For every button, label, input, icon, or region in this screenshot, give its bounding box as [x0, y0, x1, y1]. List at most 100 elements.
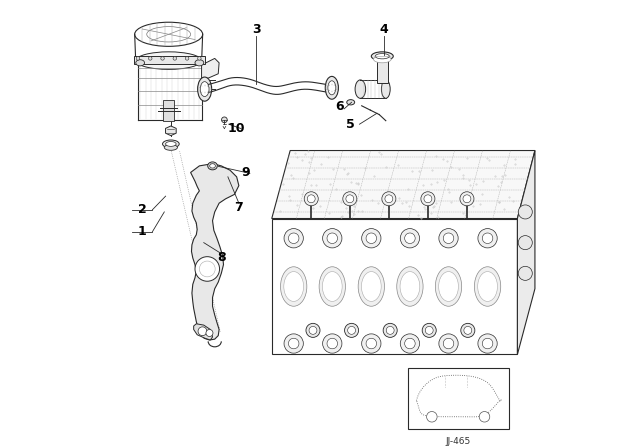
Circle shape — [284, 228, 303, 248]
Ellipse shape — [134, 22, 203, 46]
Circle shape — [284, 334, 303, 353]
Circle shape — [348, 327, 356, 334]
Polygon shape — [272, 151, 535, 219]
Circle shape — [403, 336, 417, 350]
Ellipse shape — [400, 271, 420, 302]
Bar — [360, 80, 387, 98]
Circle shape — [195, 257, 220, 281]
Circle shape — [421, 192, 435, 206]
Circle shape — [518, 236, 532, 250]
Circle shape — [445, 340, 452, 348]
Circle shape — [328, 234, 336, 242]
Ellipse shape — [136, 52, 202, 69]
Circle shape — [325, 231, 339, 245]
Circle shape — [136, 56, 140, 60]
Circle shape — [463, 195, 471, 203]
Text: 10: 10 — [228, 122, 245, 135]
Circle shape — [444, 233, 454, 244]
Ellipse shape — [280, 267, 307, 306]
Circle shape — [206, 329, 213, 336]
Circle shape — [367, 340, 375, 348]
Circle shape — [464, 327, 472, 334]
Ellipse shape — [464, 197, 470, 201]
Circle shape — [367, 234, 375, 242]
Text: 3: 3 — [252, 23, 260, 36]
Polygon shape — [191, 164, 239, 340]
Circle shape — [422, 323, 436, 337]
Circle shape — [198, 327, 207, 336]
Circle shape — [362, 228, 381, 248]
Text: 5: 5 — [346, 118, 355, 131]
Circle shape — [289, 233, 299, 244]
Text: 4: 4 — [380, 23, 388, 36]
Ellipse shape — [308, 197, 314, 201]
Ellipse shape — [221, 117, 227, 123]
Ellipse shape — [397, 267, 423, 306]
Circle shape — [309, 327, 317, 334]
Ellipse shape — [375, 54, 389, 59]
Ellipse shape — [355, 80, 365, 98]
Ellipse shape — [319, 267, 346, 306]
Ellipse shape — [474, 267, 500, 306]
Ellipse shape — [136, 60, 145, 66]
Bar — [377, 58, 388, 82]
Ellipse shape — [358, 267, 385, 306]
Circle shape — [198, 56, 201, 60]
Circle shape — [287, 336, 301, 350]
Bar — [138, 60, 202, 120]
Polygon shape — [272, 219, 517, 354]
Circle shape — [442, 336, 456, 350]
Text: JJ-465: JJ-465 — [445, 437, 471, 446]
Ellipse shape — [435, 267, 461, 306]
Circle shape — [427, 412, 437, 422]
Ellipse shape — [200, 82, 209, 97]
Ellipse shape — [328, 81, 336, 95]
Circle shape — [400, 228, 420, 248]
Circle shape — [424, 195, 432, 203]
Circle shape — [364, 336, 378, 350]
Bar — [408, 368, 509, 429]
Ellipse shape — [477, 271, 497, 302]
Circle shape — [344, 323, 358, 337]
Ellipse shape — [208, 162, 218, 170]
Ellipse shape — [362, 271, 381, 302]
Circle shape — [304, 192, 318, 206]
Circle shape — [161, 56, 164, 60]
Circle shape — [173, 56, 177, 60]
Ellipse shape — [147, 26, 191, 42]
Text: 7: 7 — [234, 201, 243, 214]
Circle shape — [362, 334, 381, 353]
Circle shape — [148, 56, 152, 60]
Circle shape — [406, 340, 414, 348]
Ellipse shape — [381, 80, 390, 98]
Ellipse shape — [164, 145, 177, 151]
Circle shape — [343, 192, 357, 206]
Ellipse shape — [374, 56, 391, 63]
Polygon shape — [202, 58, 219, 78]
Circle shape — [461, 323, 475, 337]
Circle shape — [484, 234, 492, 242]
Circle shape — [386, 327, 394, 334]
Circle shape — [404, 233, 415, 244]
Circle shape — [444, 338, 454, 349]
Ellipse shape — [323, 271, 342, 302]
Ellipse shape — [438, 271, 458, 302]
Circle shape — [366, 338, 376, 349]
Circle shape — [481, 336, 495, 350]
Circle shape — [385, 195, 393, 203]
Circle shape — [442, 231, 456, 245]
Circle shape — [484, 340, 492, 348]
Circle shape — [478, 334, 497, 353]
Circle shape — [439, 334, 458, 353]
Circle shape — [400, 334, 420, 353]
Text: 8: 8 — [217, 251, 226, 264]
Polygon shape — [517, 151, 535, 354]
Circle shape — [323, 228, 342, 248]
Circle shape — [328, 340, 336, 348]
Ellipse shape — [425, 197, 431, 201]
Circle shape — [200, 261, 215, 277]
Circle shape — [483, 233, 493, 244]
Circle shape — [478, 228, 497, 248]
Circle shape — [325, 336, 339, 350]
Circle shape — [483, 338, 493, 349]
